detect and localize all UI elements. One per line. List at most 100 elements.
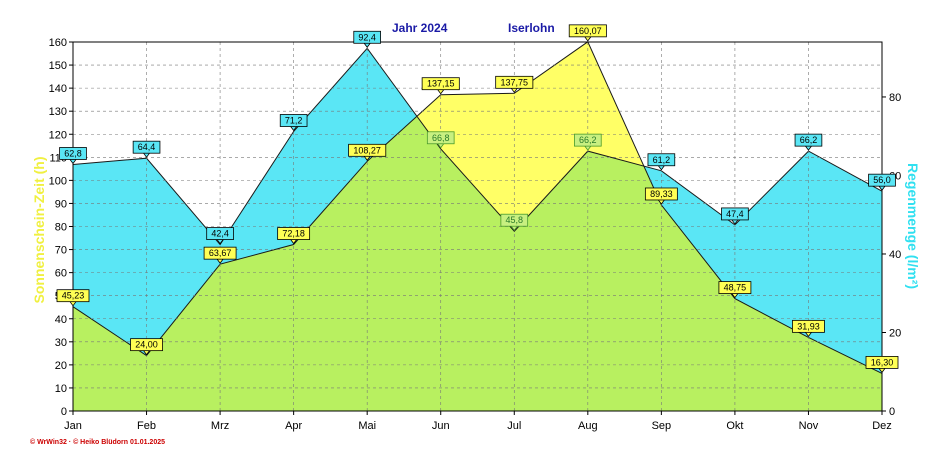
rain-data-label-pointer [658, 165, 665, 171]
rain-data-label-text: 62,8 [64, 148, 82, 158]
sun-data-label-pointer [437, 89, 445, 95]
rain-data-label-box [721, 207, 749, 221]
sun-data-label-text: 45,23 [62, 291, 85, 301]
sun-data-label-box [277, 227, 311, 240]
sun-data-label-text: 31,93 [797, 321, 820, 331]
rain-data-label-pointer [437, 143, 445, 149]
sun-data-label-pointer [510, 88, 518, 93]
x-tick-label: Apr [285, 420, 302, 432]
rain-data-label-box [279, 114, 308, 127]
sun-data-label-pointer [584, 36, 592, 42]
sun-data-label-pointer [363, 156, 371, 161]
x-tick-label: Jul [507, 420, 521, 432]
sun-data-label-box [644, 187, 678, 201]
rain-data-label-text: 47,4 [726, 209, 744, 219]
x-tick-label: Feb [137, 420, 156, 432]
sun-data-label: 89,33 [644, 187, 678, 205]
rain-data-label: 66,2 [574, 133, 602, 151]
rain-data-label-pointer [805, 145, 812, 151]
y-left-tick-label: 30 [55, 337, 67, 349]
y-left-tick-label: 140 [49, 83, 67, 95]
sun-data-label-text: 160,07 [574, 26, 602, 36]
rain-data-label: 61,2 [647, 153, 676, 171]
credit-text: © WrWin32 · © Heiko Blüdorn 01.01.2025 [30, 438, 165, 446]
rain-data-label-text: 92,4 [358, 32, 376, 42]
sun-data-label-pointer [731, 293, 739, 299]
sun-data-label-pointer [216, 258, 224, 264]
x-tick-label: Mai [358, 420, 376, 432]
y-left-tick-label: 160 [49, 37, 67, 49]
sun-data-label-box [56, 289, 90, 303]
y-right-tick-label: 0 [889, 406, 895, 418]
rain-data-label-pointer [363, 43, 371, 48]
rain-data-label: 71,2 [279, 114, 308, 132]
sun-data-label-box [495, 75, 534, 89]
rain-data-label-text: 66,2 [579, 135, 597, 145]
x-tick-label: Okt [726, 420, 743, 432]
sun-data-label-text: 72,18 [282, 229, 305, 239]
sun-line [72, 41, 883, 374]
rain-data-label-pointer [143, 152, 150, 158]
y-left-tick-label: 130 [49, 106, 67, 118]
rain-data-label-box [353, 30, 381, 44]
rain-data-label-pointer [878, 185, 886, 191]
x-tick-label: Nov [799, 420, 819, 432]
rain-data-label-box [59, 147, 87, 160]
x-tick-label: Jun [432, 420, 450, 432]
sun-data-label-text: 108,27 [353, 145, 381, 155]
sun-data-label-text: 48,75 [724, 283, 747, 293]
sun-data-label: 137,15 [421, 77, 460, 95]
sun-data-label-text: 16,30 [871, 357, 894, 367]
chart-title-location: Iserlohn [508, 21, 555, 35]
rain-data-label: 42,4 [206, 227, 234, 245]
rain-data-label-box [426, 131, 455, 145]
data-labels: 62,8 64,4 42,4 71,2 92,4 66,8 45,8 66,2 61,2 47,4… [56, 24, 899, 374]
rain-data-label-pointer [584, 145, 592, 151]
axes [69, 41, 886, 415]
x-tick-label: Jan [64, 420, 82, 432]
rain-data-label-pointer [510, 225, 518, 231]
sun-data-label: 45,23 [56, 289, 90, 307]
y-left-tick-label: 80 [55, 222, 67, 234]
rain-data-label-box [868, 173, 896, 187]
y-axis-label-right: Regenmenge (l/m²) [905, 163, 921, 289]
sun-data-label-text: 137,15 [427, 79, 455, 89]
y-left-tick-label: 150 [49, 60, 67, 72]
chart-title-year: Jahr 2024 [392, 21, 448, 35]
y-left-tick-label: 40 [55, 314, 67, 326]
rain-data-label-box [132, 140, 161, 154]
y-left-tick-label: 20 [55, 360, 67, 372]
rain-data-label-text: 56,0 [873, 175, 891, 185]
rain-data-label-text: 66,8 [432, 133, 450, 143]
y-right-tick-label: 40 [889, 249, 901, 261]
rain-data-label-pointer [216, 239, 224, 245]
y-right-tick-label: 80 [889, 92, 901, 104]
rain-data-label: 66,8 [426, 131, 455, 149]
rain-data-label-box [647, 153, 676, 167]
rain-data-label-pointer [731, 219, 739, 225]
y-left-tick-label: 10 [55, 383, 67, 395]
sun-data-label: 31,93 [792, 319, 825, 338]
x-tick-label: Aug [578, 420, 598, 432]
rain-data-label-text: 64,4 [138, 142, 156, 152]
sun-data-label: 137,75 [495, 75, 534, 93]
x-tick-label: Mrz [211, 420, 229, 432]
sun-data-label-pointer [143, 350, 150, 356]
y-axis-label-left: Sonnenschein-Zeit (h) [31, 157, 47, 304]
rain-data-label-text: 42,4 [211, 229, 229, 239]
sun-data-label: 63,67 [203, 246, 237, 264]
sun-data-label-pointer [805, 332, 812, 338]
rain-data-label: 62,8 [59, 147, 87, 165]
rain-data-label-box [794, 133, 823, 147]
sun-data-label-box [792, 319, 825, 333]
rain-data-label-box [206, 227, 234, 240]
rain-data-label-pointer [290, 126, 297, 132]
sun-data-label-text: 137,75 [501, 77, 529, 87]
sun-data-label: 48,75 [718, 281, 752, 299]
sun-data-label-pointer [878, 368, 886, 374]
sun-data-label-pointer [658, 199, 665, 205]
rain-data-label: 47,4 [721, 207, 749, 225]
sun-data-label-box [421, 77, 460, 91]
y-left-tick-label: 0 [61, 406, 67, 418]
rain-data-label: 92,4 [353, 30, 381, 48]
